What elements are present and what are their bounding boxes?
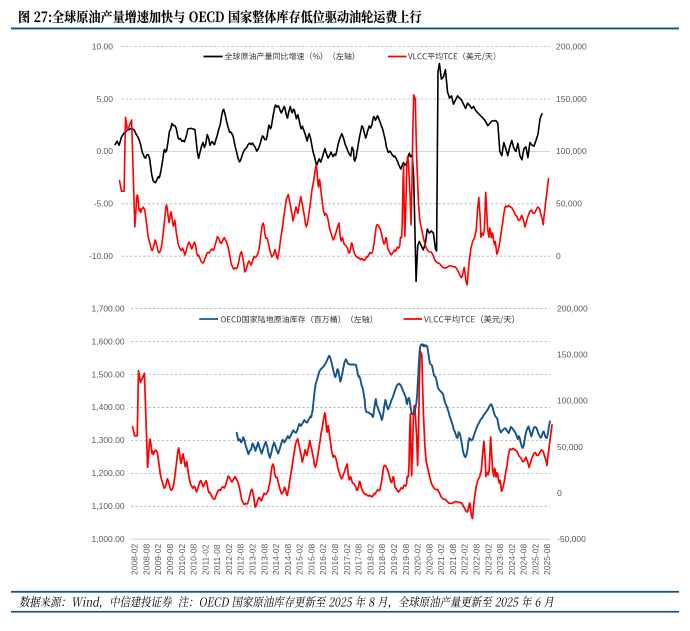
- svg-text:100,000: 100,000: [556, 146, 587, 156]
- svg-text:2021-08: 2021-08: [448, 544, 458, 575]
- svg-text:2018-02: 2018-02: [365, 544, 375, 575]
- svg-text:2024-02: 2024-02: [507, 544, 517, 575]
- svg-text:2008-08: 2008-08: [141, 544, 151, 575]
- svg-text:0: 0: [556, 251, 561, 261]
- svg-text:100,000: 100,000: [557, 396, 588, 406]
- svg-text:2016-02: 2016-02: [318, 544, 328, 575]
- svg-text:2017-02: 2017-02: [342, 544, 352, 575]
- svg-text:2010-02: 2010-02: [177, 544, 187, 575]
- svg-text:2012-08: 2012-08: [236, 544, 246, 575]
- svg-text:1,100.00: 1,100.00: [92, 501, 125, 511]
- svg-text:2015-02: 2015-02: [295, 544, 305, 575]
- svg-text:2021-02: 2021-02: [436, 544, 446, 575]
- svg-text:1,700.00: 1,700.00: [92, 303, 125, 313]
- svg-text:2022-02: 2022-02: [460, 544, 470, 575]
- svg-text:2014-08: 2014-08: [283, 544, 293, 575]
- svg-text:50,000: 50,000: [556, 199, 582, 209]
- svg-text:1,500.00: 1,500.00: [92, 369, 125, 379]
- svg-text:2008-02: 2008-02: [130, 544, 140, 575]
- svg-text:2025-08: 2025-08: [542, 544, 552, 575]
- svg-text:1,400.00: 1,400.00: [92, 402, 125, 412]
- svg-text:2020-02: 2020-02: [413, 544, 423, 575]
- svg-text:2020-08: 2020-08: [424, 544, 434, 575]
- svg-text:2023-08: 2023-08: [495, 544, 505, 575]
- svg-text:150,000: 150,000: [556, 94, 587, 104]
- svg-text:50,000: 50,000: [557, 442, 583, 452]
- svg-text:0.00: 0.00: [96, 146, 113, 156]
- svg-text:2009-08: 2009-08: [165, 544, 175, 575]
- svg-text:1,300.00: 1,300.00: [92, 435, 125, 445]
- svg-text:0: 0: [557, 488, 562, 498]
- svg-text:2019-02: 2019-02: [389, 544, 399, 575]
- svg-text:1,600.00: 1,600.00: [92, 336, 125, 346]
- svg-text:2013-08: 2013-08: [259, 544, 269, 575]
- svg-text:2010-08: 2010-08: [189, 544, 199, 575]
- svg-text:2025-02: 2025-02: [531, 544, 541, 575]
- svg-text:200,000: 200,000: [556, 41, 587, 51]
- svg-text:2015-08: 2015-08: [306, 544, 316, 575]
- svg-text:-50,000: -50,000: [557, 534, 586, 544]
- svg-text:200,000: 200,000: [557, 303, 588, 313]
- svg-text:2011-02: 2011-02: [200, 544, 210, 575]
- svg-text:-10.00: -10.00: [89, 251, 113, 261]
- svg-text:2011-08: 2011-08: [212, 544, 222, 575]
- svg-text:2009-02: 2009-02: [153, 544, 163, 575]
- svg-text:2023-02: 2023-02: [483, 544, 493, 575]
- svg-text:2013-02: 2013-02: [248, 544, 258, 575]
- svg-text:2022-08: 2022-08: [472, 544, 482, 575]
- svg-text:150,000: 150,000: [557, 350, 588, 360]
- svg-text:1,000.00: 1,000.00: [92, 534, 125, 544]
- svg-text:-5.00: -5.00: [94, 199, 114, 209]
- svg-text:2012-02: 2012-02: [224, 544, 234, 575]
- svg-text:2014-02: 2014-02: [271, 544, 281, 575]
- svg-text:5.00: 5.00: [96, 94, 113, 104]
- svg-text:2018-08: 2018-08: [377, 544, 387, 575]
- svg-text:2017-08: 2017-08: [354, 544, 364, 575]
- svg-text:2016-08: 2016-08: [330, 544, 340, 575]
- svg-text:1,200.00: 1,200.00: [92, 468, 125, 478]
- svg-text:10.00: 10.00: [92, 41, 114, 51]
- svg-text:2019-08: 2019-08: [401, 544, 411, 575]
- svg-text:2024-08: 2024-08: [519, 544, 529, 575]
